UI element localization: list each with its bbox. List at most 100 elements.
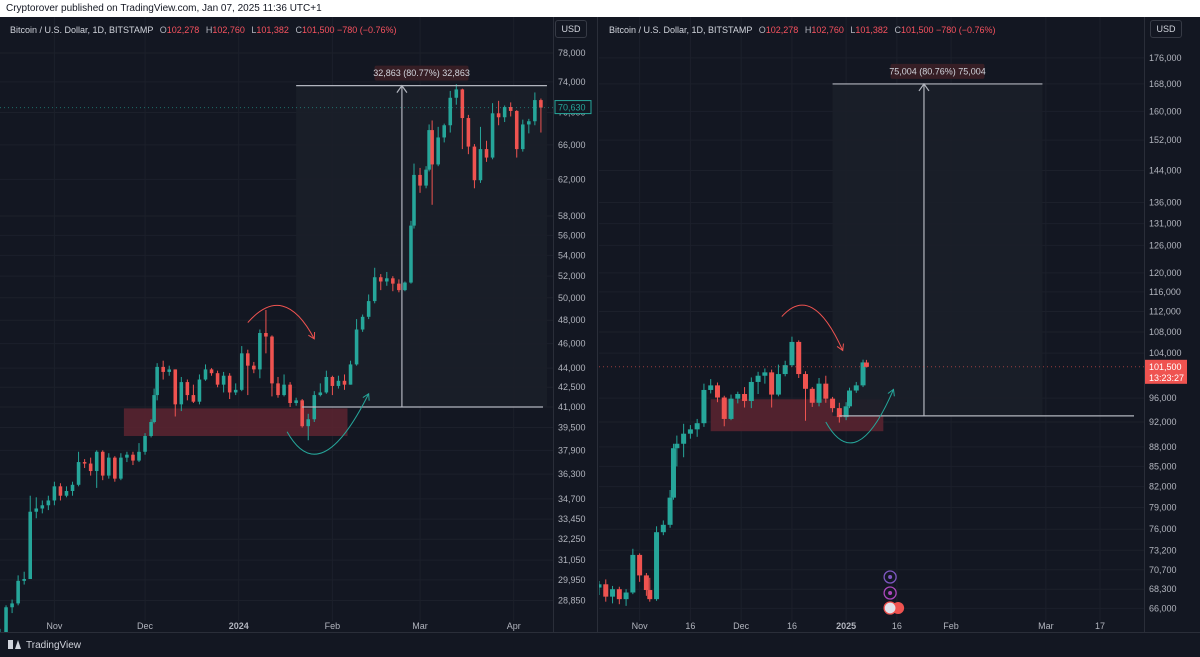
candle-body <box>694 423 700 430</box>
candle-body <box>149 422 153 436</box>
candle <box>502 105 507 123</box>
candle-body <box>616 589 622 600</box>
y-tick-label: 131,000 <box>1149 219 1182 229</box>
candle <box>270 335 274 397</box>
candle <box>490 103 495 160</box>
candle-body <box>610 589 616 597</box>
x-tick-label: Feb <box>943 621 959 631</box>
candle <box>94 450 99 488</box>
candle <box>472 144 477 189</box>
candle-body <box>40 505 45 509</box>
candle <box>802 371 808 421</box>
y-tick-label: 108,000 <box>1149 327 1182 337</box>
x-tick-label: Feb <box>325 621 341 631</box>
candle <box>149 419 153 438</box>
y-tick-label: 44,000 <box>558 363 586 373</box>
ohlc-high-label: H <box>804 25 812 35</box>
candle-body <box>603 584 609 597</box>
chart-svg-left[interactable]: 32,863 (80.77%) 32,86378,00074,00070,000… <box>0 17 597 632</box>
candle <box>789 336 795 367</box>
candle-body <box>282 384 286 396</box>
ohlc-close-label: C <box>295 25 302 35</box>
chart-panel-right[interactable]: 75,004 (80.76%) 75,004 176,000 168,000 160,… <box>599 17 1200 632</box>
y-tick-label: 34,700 <box>558 494 586 504</box>
candle-body <box>372 277 377 302</box>
candle-body <box>853 385 859 391</box>
candle-body <box>270 336 274 384</box>
y-tick-label: 78,000 <box>558 48 586 58</box>
y-tick-label: 88,000 <box>1149 442 1177 452</box>
candle <box>152 388 156 424</box>
published-header: Cryptorover published on TradingView.com… <box>0 0 1200 17</box>
flag-event-icon <box>883 601 897 615</box>
candle <box>203 364 208 381</box>
candle <box>354 319 359 366</box>
y-tick-label: 104,000 <box>1149 348 1182 358</box>
candle <box>735 391 741 404</box>
tradingview-logo[interactable]: TradingView <box>8 640 81 651</box>
candle-body <box>460 89 465 119</box>
candle-body <box>107 457 111 476</box>
published-text: Cryptorover published on TradingView.com… <box>6 3 322 14</box>
symbol-legend-right: Bitcoin / U.S. Dollar, 1D, BITSTAMP O102… <box>609 25 996 35</box>
measure-label: 75,004 (80.76%) 75,004 <box>889 66 986 76</box>
candle <box>484 140 489 162</box>
y-tick-label: 82,000 <box>1149 482 1177 492</box>
candle <box>40 500 45 514</box>
candle-body <box>430 130 434 165</box>
y-tick-label: 79,000 <box>1149 502 1177 512</box>
candle-body <box>167 369 172 372</box>
candle <box>215 370 220 388</box>
candle <box>58 483 63 501</box>
ohlc-open: 102,278 <box>765 25 799 35</box>
candle <box>670 443 676 500</box>
candle-body <box>654 532 660 600</box>
candle <box>860 359 866 388</box>
x-tick-label: Mar <box>1038 621 1054 631</box>
candle-body <box>46 500 51 506</box>
y-tick-label: 126,000 <box>1149 240 1182 250</box>
candle <box>409 220 413 284</box>
green-arc-arrow <box>286 393 370 455</box>
candle <box>185 379 190 401</box>
candle-body <box>246 353 250 366</box>
candle <box>155 363 159 401</box>
currency-button-left[interactable]: USD <box>555 20 587 38</box>
candle <box>728 394 734 421</box>
candle <box>360 314 365 332</box>
y-tick-label: 66,000 <box>1149 603 1177 613</box>
price-axis: 78,00074,00070,00066,00062,00058,00056,0… <box>553 17 597 632</box>
candle-body <box>782 365 788 375</box>
currency-button-right[interactable]: USD <box>1150 20 1182 38</box>
chart-panel-left[interactable]: 32,863 (80.77%) 32,86378,00074,00070,000… <box>0 17 598 632</box>
measure-arrow-head <box>396 84 408 94</box>
y-tick-label: 70,700 <box>1149 565 1177 575</box>
ohlc-change: −780 (−0.76%) <box>936 25 996 35</box>
candle-body <box>348 364 353 385</box>
green-arrow-head <box>887 388 895 397</box>
candle-body <box>252 365 256 370</box>
y-tick-label: 116,000 <box>1149 287 1181 297</box>
y-tick-label: 168,000 <box>1149 79 1182 89</box>
plus-event-icon-dot <box>888 575 893 579</box>
y-tick-label: 68,300 <box>1149 584 1177 594</box>
y-tick-label: 31,050 <box>558 555 586 565</box>
y-tick-label: 73,200 <box>1149 545 1177 555</box>
candle <box>16 575 20 606</box>
candle <box>378 274 383 291</box>
candle <box>167 365 172 376</box>
candle-body <box>233 389 238 393</box>
candle-body <box>58 486 63 496</box>
candle <box>294 397 298 406</box>
candle <box>701 383 707 427</box>
last-price-box <box>1145 359 1187 384</box>
candle <box>221 371 226 393</box>
chart-svg-right[interactable]: 75,004 (80.76%) 75,004 176,000 168,000 160,… <box>599 17 1200 632</box>
candle-body <box>227 375 232 393</box>
candle-body <box>324 376 329 393</box>
candle-body <box>306 419 311 427</box>
ohlc-low-label: L <box>850 25 856 35</box>
y-tick-label: 32,250 <box>558 534 586 544</box>
candle <box>22 571 26 585</box>
candle <box>119 453 123 481</box>
